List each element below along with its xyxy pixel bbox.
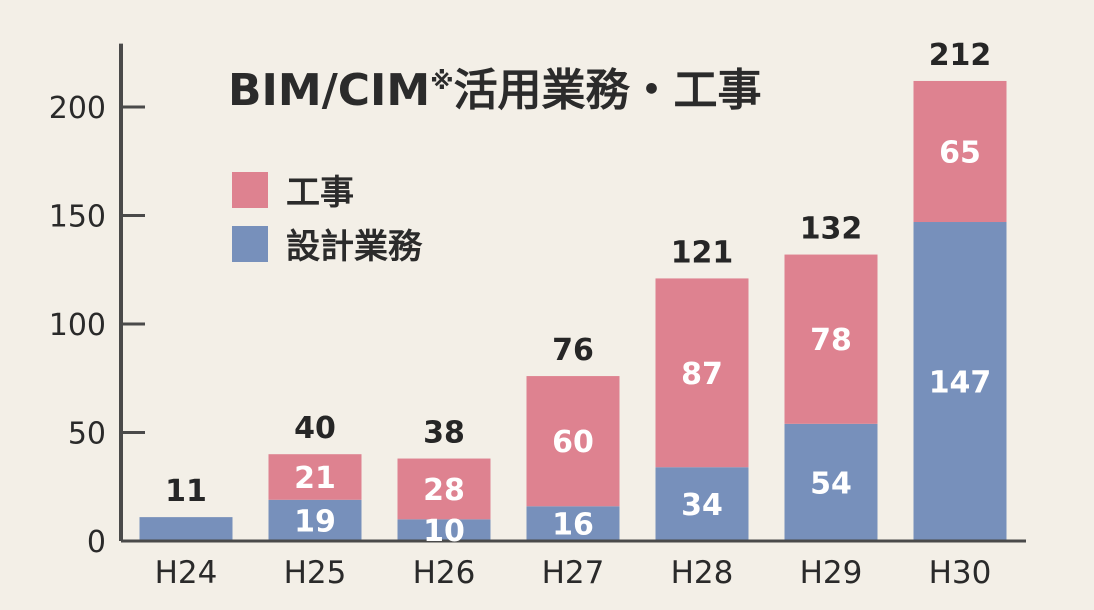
- bar-total-label: 11: [165, 474, 207, 509]
- bar-total-label: 132: [800, 212, 863, 247]
- bar-segment-construction: [397, 458, 491, 520]
- bar-segment-construction: [913, 80, 1007, 223]
- y-tick-label: 150: [49, 200, 106, 235]
- bar-segment-construction: [784, 254, 878, 424]
- segment-label-construction: 65: [939, 135, 981, 170]
- legend-label: 設計業務: [286, 227, 423, 267]
- bar-total-label: 40: [294, 411, 336, 446]
- bars-group: [139, 80, 1007, 541]
- legend-swatch: [232, 226, 268, 262]
- chart-title: BIM/CIM※活用業務・工事: [228, 65, 762, 116]
- x-tick-label: H25: [284, 555, 347, 591]
- segment-label-design: 147: [929, 366, 992, 401]
- bar-segment-design: [526, 506, 620, 541]
- axes-group: 0 50 100 150 200: [49, 43, 1026, 560]
- chart-title-rest: 活用業務・工事: [454, 65, 762, 116]
- segment-label-construction: 78: [810, 323, 852, 358]
- chart-title-mark: ※: [430, 67, 453, 95]
- segment-label-design: 54: [810, 466, 852, 501]
- segment-label-design: 10: [423, 514, 465, 549]
- segment-label-construction: 21: [294, 461, 336, 496]
- segment-label-design: 19: [294, 504, 336, 539]
- legend-swatch: [232, 172, 268, 208]
- bar-segment-construction: [268, 454, 362, 500]
- segment-label-design: 16: [552, 508, 594, 543]
- x-tick-label: H30: [929, 555, 992, 591]
- chart-title-main: BIM/CIM: [228, 65, 430, 116]
- legend-label: 工事: [286, 173, 354, 213]
- x-tick-label: H29: [800, 555, 863, 591]
- bar-segment-construction: [526, 376, 620, 507]
- x-tick-label: H24: [155, 555, 218, 591]
- segment-label-construction: 60: [552, 425, 594, 460]
- bar-segment-design: [397, 519, 491, 541]
- x-tick-label: H28: [671, 555, 734, 591]
- bar-total-label: 121: [671, 235, 734, 270]
- bar-segment-design: [139, 517, 233, 541]
- bar-segment-design: [913, 222, 1007, 541]
- segment-label-construction: 28: [423, 473, 465, 508]
- bar-total-label: 38: [423, 416, 465, 451]
- y-tick-label: 100: [49, 308, 106, 343]
- bar-segment-construction: [655, 278, 749, 468]
- y-tick-label: 0: [87, 525, 106, 560]
- labels-group: 11 H24 21 19 40 H25 28 10 38 H26 60 16 76 H27 87 34 121 H…: [155, 38, 992, 591]
- bar-segment-design: [655, 467, 749, 541]
- x-tick-label: H26: [413, 555, 476, 591]
- bar-total-label: 212: [929, 38, 992, 73]
- x-tick-label: H27: [542, 555, 605, 591]
- y-tick-label: 50: [68, 417, 106, 452]
- bar-segment-design: [784, 423, 878, 541]
- y-tick-label: 200: [49, 91, 106, 126]
- segment-label-construction: 87: [681, 357, 723, 392]
- bar-segment-design: [268, 499, 362, 541]
- bar-total-label: 76: [552, 333, 594, 368]
- segment-label-design: 34: [681, 488, 723, 523]
